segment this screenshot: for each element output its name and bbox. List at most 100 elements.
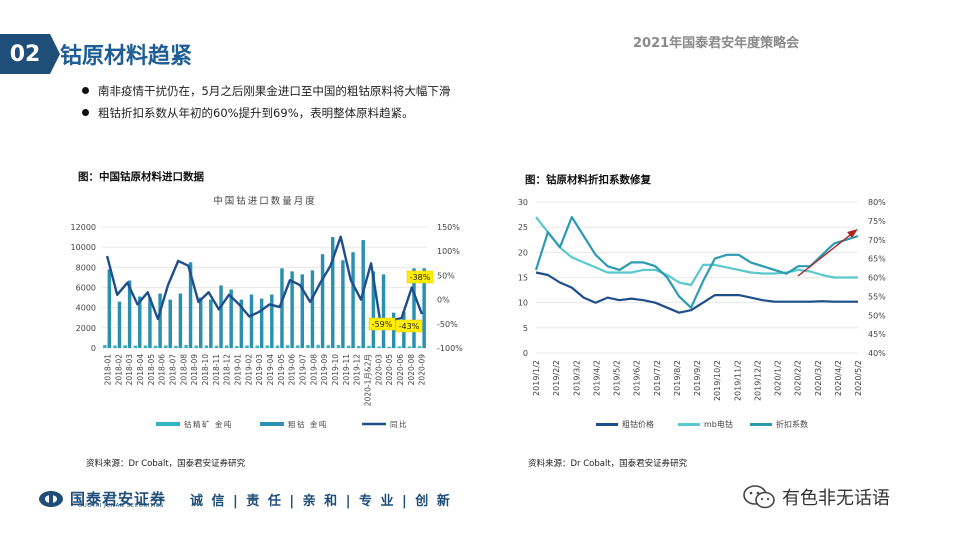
- bar-crude-cobalt: [300, 274, 304, 348]
- bar-crude-cobalt: [391, 312, 396, 348]
- x-tick-label: 2020-06: [396, 354, 405, 386]
- x-tick-label: 2018-06: [158, 354, 167, 386]
- y-tick-label-right: 40%: [868, 349, 886, 358]
- brand-motto: 诚 信 | 责 任 | 亲 和 | 专 业 | 创 新: [190, 494, 452, 509]
- right-figure-source: 资料来源：Dr Cobalt，国泰君安证券研究: [528, 459, 688, 469]
- bar-crude-cobalt: [331, 237, 335, 348]
- bar-crude-cobalt: [229, 289, 233, 348]
- legend-label: 粗钴价格: [622, 419, 654, 429]
- y-tick-label-right: 55%: [868, 292, 886, 301]
- bar-cobalt-ore: [194, 345, 198, 348]
- x-tick-label: 2019/6/2: [633, 360, 642, 396]
- x-tick-label: 2019/1/2: [532, 360, 541, 396]
- bar-cobalt-ore: [153, 345, 158, 348]
- x-tick-label: 2019/9/2: [693, 360, 702, 396]
- y-tick-label-left: 8000: [76, 263, 96, 272]
- bar-cobalt-ore: [407, 346, 412, 348]
- x-tick-label: 2020/2/2: [794, 360, 803, 396]
- x-tick-label: 2018-02: [114, 354, 123, 386]
- y-tick-label-right: -100%: [437, 344, 463, 353]
- bar-crude-cobalt: [239, 299, 244, 348]
- legend-swatch: [362, 422, 386, 426]
- left-figure-caption: 图：中国钴原材料进口数据: [78, 171, 204, 183]
- x-tick-label: 2019-12: [353, 354, 362, 386]
- bar-crude-cobalt: [127, 280, 132, 348]
- bar-crude-cobalt: [209, 299, 213, 348]
- bar-cobalt-ore: [336, 344, 341, 348]
- x-tick-label: 2019-04: [266, 354, 275, 386]
- wechat-icon: [743, 485, 775, 509]
- bar-cobalt-ore: [123, 345, 127, 348]
- right-figure-caption: 图：钴原材料折扣系数修复: [525, 174, 651, 186]
- y-tick-label-left: 6000: [76, 284, 96, 293]
- y-tick-label-right: 50%: [868, 311, 886, 320]
- legend-label: 折扣系数: [776, 419, 808, 429]
- x-tick-label: 2019/8/2: [673, 360, 682, 396]
- brand-logo: 国泰君安证券: [38, 488, 166, 509]
- bar-crude-cobalt: [168, 299, 172, 348]
- legend-label: 粗钴 金吨: [288, 419, 328, 429]
- x-tick-label: 2019-06: [288, 354, 297, 386]
- bar-crude-cobalt: [422, 268, 426, 348]
- bar-cobalt-ore: [367, 345, 371, 348]
- x-tick-label: 2020-03: [374, 354, 383, 386]
- bar-crude-cobalt: [249, 294, 254, 348]
- bar-cobalt-ore: [377, 346, 381, 348]
- y-tick-label-left: 0: [91, 344, 96, 353]
- x-tick-label: 2018-07: [168, 354, 177, 386]
- y-tick-label-right: 65%: [868, 255, 886, 264]
- bar-cobalt-ore: [316, 344, 320, 348]
- y-tick-label-left: 10000: [71, 243, 96, 252]
- legend-swatch: [750, 423, 772, 426]
- line-series: [534, 216, 859, 309]
- brand-name-en: GUOTAI JUNAN SECURITIES: [78, 503, 164, 509]
- bar-crude-cobalt: [381, 274, 386, 348]
- bar-crude-cobalt: [412, 268, 416, 348]
- x-tick-label: 2018-08: [179, 354, 188, 386]
- y-tick-label-left: 10: [518, 299, 528, 308]
- bar-cobalt-ore: [143, 345, 148, 348]
- x-tick-label: 2020-08: [407, 354, 416, 386]
- bar-crude-cobalt: [138, 296, 142, 348]
- legend-swatch: [260, 422, 284, 426]
- bar-cobalt-ore: [397, 346, 402, 348]
- x-tick-label: 2019-08: [309, 354, 318, 386]
- annotation-box: [368, 317, 396, 331]
- bar-cobalt-ore: [357, 345, 361, 348]
- annotation-box: [395, 319, 423, 333]
- y-tick-label-left: 12000: [71, 223, 96, 232]
- annotation-label: -43%: [399, 322, 420, 331]
- x-tick-label: 2019/7/2: [653, 360, 662, 396]
- bar-cobalt-ore: [285, 345, 290, 348]
- annotation-label: -38%: [410, 273, 431, 282]
- x-tick-label: 2019/12/2: [753, 360, 762, 401]
- bar-crude-cobalt: [259, 298, 264, 348]
- x-tick-label: 2019-10: [331, 354, 340, 386]
- event-title: 2021年国泰君安年度策略会: [633, 36, 800, 51]
- x-tick-label: 2020/4/2: [834, 360, 843, 396]
- bar-cobalt-ore: [417, 346, 422, 348]
- bar-cobalt-ore: [214, 345, 219, 348]
- x-tick-label: 2019/5/2: [613, 360, 622, 396]
- bar-crude-cobalt: [290, 271, 294, 348]
- brand-name-cn: 国泰君安证券: [70, 490, 167, 508]
- y-tick-label-right: 60%: [868, 274, 886, 283]
- legend-swatch: [678, 423, 700, 426]
- y-tick-label-left: 15: [518, 274, 528, 283]
- bar-cobalt-ore: [133, 345, 138, 348]
- bar-cobalt-ore: [275, 345, 280, 348]
- bar-cobalt-ore: [103, 344, 107, 348]
- bar-cobalt-ore: [245, 345, 249, 348]
- x-tick-label: 2018-03: [125, 354, 134, 386]
- y-tick-label-left: 4000: [76, 304, 96, 313]
- bar-crude-cobalt: [107, 269, 112, 348]
- annotation-box: [406, 270, 434, 284]
- left-figure-source: 资料来源：Dr Cobalt，国泰君安证券研究: [86, 459, 246, 469]
- bar-crude-cobalt: [178, 293, 183, 348]
- wechat-account-name: 有色非无话语: [782, 488, 890, 509]
- legend-swatch: [596, 423, 618, 426]
- line-yoy: [105, 235, 424, 330]
- bullet-item: 南非疫情干扰仍在，5月之后刚果金进口至中国的粗钴原料将大幅下滑: [78, 82, 450, 104]
- y-tick-label-right: 80%: [868, 198, 886, 207]
- y-tick-label-right: 150%: [437, 223, 460, 232]
